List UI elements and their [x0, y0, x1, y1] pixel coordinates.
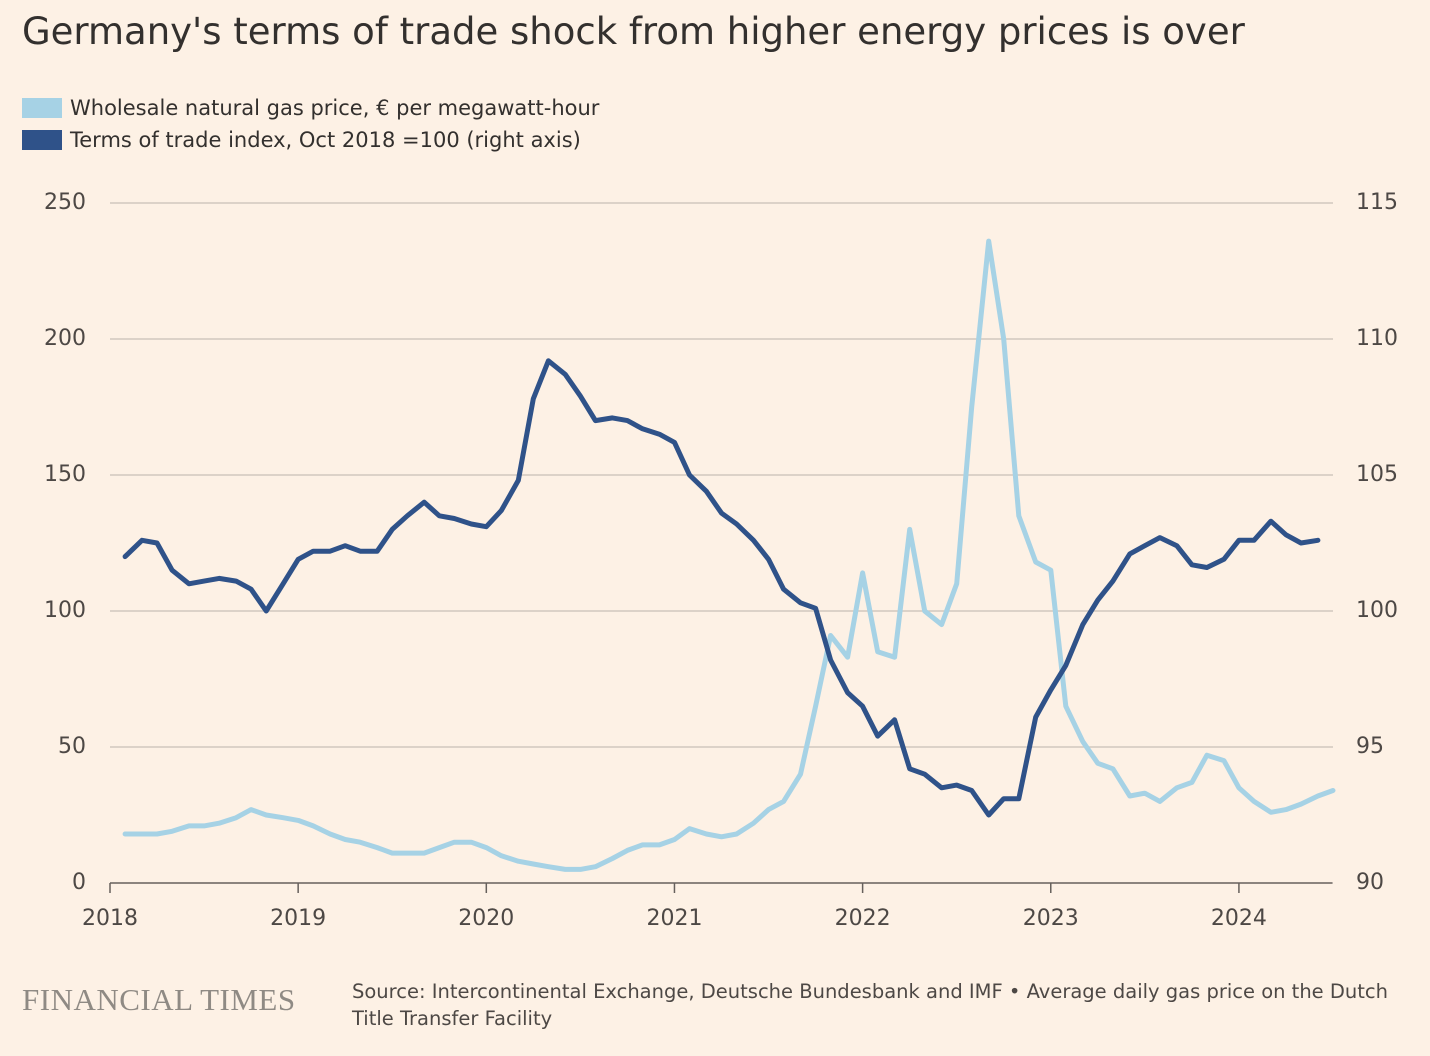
y2-tick-label: 110: [1356, 326, 1398, 351]
brand-logo: FINANCIAL TIMES: [22, 982, 296, 1017]
series-line: [122, 358, 1321, 818]
legend-swatch: [22, 130, 62, 150]
legend-item: Terms of trade index, Oct 2018 =100 (rig…: [22, 128, 581, 152]
legend-label: Terms of trade index, Oct 2018 =100 (rig…: [70, 128, 581, 152]
y-tick-label: 200: [44, 326, 86, 351]
series-line: [122, 238, 1336, 872]
x-tick-label: 2018: [82, 906, 138, 931]
y2-tick-label: 100: [1356, 598, 1398, 623]
y-tick-label: 250: [44, 190, 86, 215]
y2-tick-label: 105: [1356, 462, 1398, 487]
y2-tick-label: 90: [1356, 870, 1384, 895]
y2-tick-label: 115: [1356, 190, 1398, 215]
x-tick-label: 2019: [270, 906, 326, 931]
y-tick-label: 50: [58, 734, 86, 759]
legend-item: Wholesale natural gas price, € per megaw…: [22, 96, 599, 120]
chart: 0 50 100 150 200 250 90 95 100 105 110 115 2018 2019 2…: [44, 190, 1398, 931]
chart-title: Germany's terms of trade shock from high…: [22, 10, 1245, 53]
x-tick-label: 2023: [1023, 906, 1079, 931]
legend-label: Wholesale natural gas price, € per megaw…: [70, 96, 600, 120]
x-tick-label: 2021: [646, 906, 702, 931]
y-tick-label: 150: [44, 462, 86, 487]
source-note: Source: Intercontinental Exchange, Deuts…: [352, 980, 1388, 1030]
x-tick-label: 2024: [1211, 906, 1267, 931]
legend-swatch: [22, 98, 62, 118]
y-tick-label: 0: [72, 870, 86, 895]
y-tick-label: 100: [44, 598, 86, 623]
y2-tick-label: 95: [1356, 734, 1384, 759]
x-tick-label: 2022: [835, 906, 891, 931]
x-tick-label: 2020: [458, 906, 514, 931]
